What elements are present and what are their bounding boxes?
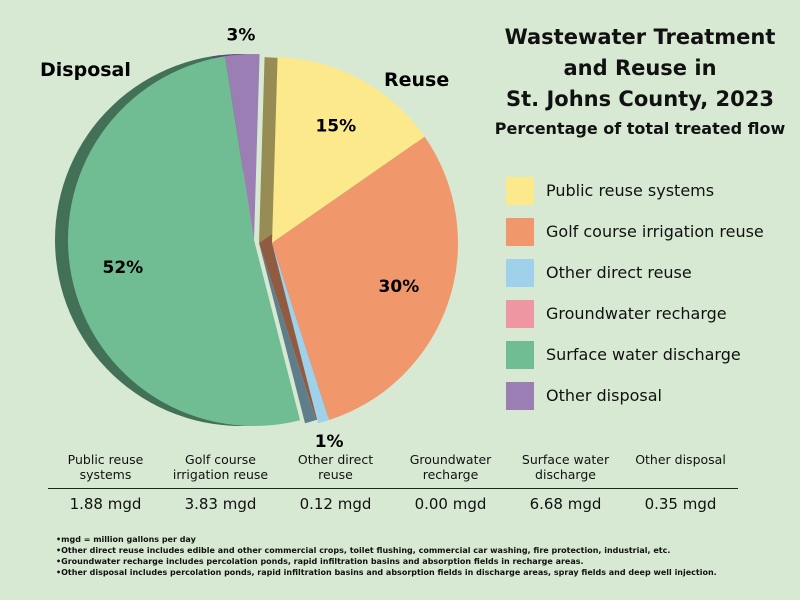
legend: Public reuse systems Golf course irrigat… [506,170,764,416]
legend-swatch-groundwater [506,299,534,328]
legend-swatch-other-disposal [506,381,534,410]
pie-slice-label: 1% [315,432,344,450]
disposal-group-label: Disposal [40,59,131,81]
flow-table: Public reuse systems Golf course irrigatio… [48,452,738,513]
pie-slice-label: 30% [379,277,420,297]
footnote: Other direct reuse includes edible and o… [56,545,796,556]
legend-label-surface-water: Surface water discharge [546,345,741,364]
pie-slice-public-reuse-systems [272,57,425,243]
pie-slice-other-direct-reuse [272,243,330,424]
header-line: irrigation reuse [172,467,269,482]
flow-table-values: 1.88 mgd 3.83 mgd 0.12 mgd 0.00 mgd 6.68… [48,488,738,513]
legend-item-public-reuse: Public reuse systems [506,170,764,211]
pie-slice-golf-course-irrigation-reuse [272,136,458,421]
flow-table-header: Public reuse systems Golf course irrigatio… [48,452,738,488]
table-header-cell: Surface water discharge [508,452,623,488]
header-line: Groundwater [409,452,492,467]
table-header-cell: Public reuse systems [48,452,163,488]
legend-label-golf-reuse: Golf course irrigation reuse [546,222,764,241]
table-header-cell: Other disposal [623,452,738,488]
legend-swatch-golf-reuse [506,217,534,246]
footnote: Groundwater recharge includes percolatio… [56,556,796,567]
pie-slice-side [259,243,317,424]
table-value-cell: 0.12 mgd [299,495,372,513]
table-header-cell: Groundwater recharge [393,452,508,488]
chart-subtitle: Percentage of total treated flow [494,119,786,138]
table-value-cell: 6.68 mgd [529,495,602,513]
pie-slice-label: 3% [227,25,256,45]
legend-item-groundwater: Groundwater recharge [506,293,764,334]
table-value-cell: 3.83 mgd [184,495,257,513]
header-line: Golf course [185,452,256,467]
header-line: Other disposal [635,452,726,467]
legend-label-other-disposal: Other disposal [546,386,662,405]
header-line: systems [79,467,132,482]
header-line: Other direct [297,452,374,467]
legend-item-golf-reuse: Golf course irrigation reuse [506,211,764,252]
legend-swatch-surface-water [506,340,534,369]
reuse-group-label: Reuse [384,69,449,91]
header-line: Surface water [521,452,610,467]
footnote: Other disposal includes percolation pond… [56,567,796,578]
legend-item-other-disposal: Other disposal [506,375,764,416]
legend-item-other-reuse: Other direct reuse [506,252,764,293]
table-header-cell: Golf course irrigation reuse [163,452,278,488]
header-line: reuse [318,467,353,482]
header-line: recharge [422,467,479,482]
pie-chart: 15% 30% 1% 52% 3% Disposal Reuse [40,25,458,450]
pie-slice-other-disposal [224,54,260,240]
legend-label-public-reuse: Public reuse systems [546,181,715,200]
table-value-cell: 0.00 mgd [414,495,487,513]
legend-swatch-public-reuse [506,176,534,205]
footnotes: mgd = million gallons per day Other dire… [56,534,796,578]
legend-label-other-reuse: Other direct reuse [546,263,692,282]
footnote: mgd = million gallons per day [56,534,796,545]
pie-slice-label: 15% [315,116,356,136]
table-value-cell: 1.88 mgd [69,495,142,513]
table-header-cell: Other direct reuse [278,452,393,488]
pie-slice-label: 52% [102,258,143,278]
header-line: Public reuse [67,452,144,467]
pie-slice-surface-water-discharge [68,56,301,426]
legend-item-surface-water: Surface water discharge [506,334,764,375]
chart-title-line-1: Wastewater Treatment [504,25,776,49]
table-value-cell: 0.35 mgd [644,495,717,513]
chart-title-line-2: and Reuse in [563,56,717,80]
chart-title-line-3: St. Johns County, 2023 [506,87,774,111]
header-line: discharge [535,467,596,482]
legend-swatch-other-reuse [506,258,534,287]
chart-title-block: Wastewater Treatment and Reuse in St. Jo… [480,22,800,138]
legend-label-groundwater: Groundwater recharge [546,304,727,323]
